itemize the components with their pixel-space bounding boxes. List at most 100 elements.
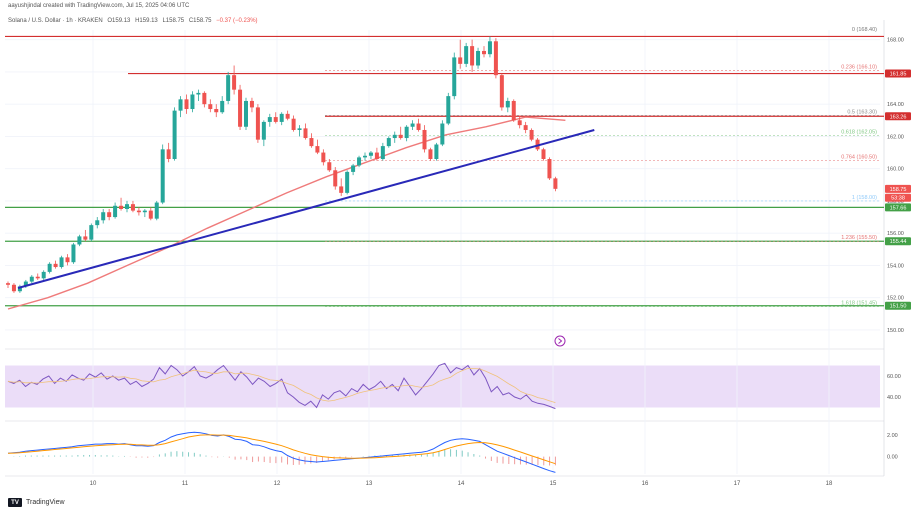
candle	[345, 170, 350, 195]
rsi-ma-line	[7, 367, 556, 403]
candle	[476, 47, 481, 69]
rsi-tick-label: 60.00	[887, 374, 901, 380]
candle-body	[59, 257, 64, 268]
candle	[71, 242, 76, 264]
candle-body	[333, 170, 338, 187]
candle	[464, 42, 469, 68]
candle-body	[410, 123, 415, 127]
candle-body	[541, 149, 546, 160]
candle-body	[160, 149, 165, 203]
candle	[553, 176, 558, 192]
candle	[214, 104, 219, 118]
rsi-line	[7, 362, 556, 410]
candle	[29, 275, 34, 284]
price-tags: 161.85 163.26 158.75 53:38 157.66 155.44 151.5…	[885, 69, 911, 310]
candle	[6, 281, 10, 289]
ohlc-high: H159.13	[135, 18, 158, 24]
fib-label: 0 (168.40)	[852, 27, 877, 33]
candle	[166, 142, 171, 163]
candle	[428, 147, 433, 161]
horizontal-levels	[5, 35, 884, 307]
candle-body	[6, 283, 10, 285]
ohlc-low: L158.75	[162, 18, 185, 24]
fib-labels: 0 (168.40) 0.236 (166.10) 0.5 (163.30) 0.61…	[841, 27, 877, 306]
candle-body	[17, 286, 22, 292]
candle-body	[273, 117, 278, 122]
trendline	[17, 129, 595, 289]
candle	[53, 260, 58, 269]
candle	[321, 149, 326, 166]
candle-body	[113, 205, 118, 218]
candle-body	[130, 204, 135, 211]
rsi-band	[5, 365, 880, 408]
candle-body	[11, 284, 16, 292]
candle	[327, 159, 332, 172]
candle-body	[309, 138, 314, 147]
candle-body	[53, 263, 58, 268]
candle	[446, 92, 451, 126]
candle-body	[136, 210, 141, 213]
price-tag: 163.26	[885, 112, 911, 121]
time-tick-label: 12	[274, 481, 281, 487]
price-tag-box	[885, 301, 911, 310]
price-tag-label: 158.75	[890, 187, 907, 193]
candle	[404, 125, 409, 142]
moving-average	[7, 116, 566, 310]
candle-body	[428, 149, 433, 160]
symbol-title: Solana / U.S. Dollar · 1h · KRAKEN	[8, 18, 103, 24]
candle	[47, 262, 52, 274]
price-tick-label: 154.00	[887, 263, 904, 269]
time-tick-label: 18	[826, 481, 833, 487]
price-tag-label: 53:38	[891, 196, 905, 202]
price-tag-box	[885, 193, 911, 202]
candle	[261, 120, 266, 147]
candle-body	[196, 92, 201, 95]
candle-body	[23, 281, 28, 287]
signal-line	[7, 434, 556, 465]
candle-body	[119, 205, 124, 209]
candle	[333, 167, 338, 190]
time-axis: 10 11 12 13 14 15 16 17 18	[90, 481, 833, 487]
candle-body	[368, 152, 373, 156]
candle-body	[553, 178, 558, 189]
candle-body	[279, 113, 284, 122]
candle-body	[101, 212, 106, 221]
candle	[154, 200, 159, 221]
candle-body	[446, 96, 451, 124]
price-tag-box	[885, 203, 911, 212]
candle	[458, 39, 463, 69]
candle	[339, 178, 344, 197]
price-tag-label: 157.66	[890, 205, 907, 211]
ohlc-line: Solana / U.S. Dollar · 1h · KRAKEN O159.…	[8, 18, 261, 24]
candle	[505, 97, 510, 113]
candle-body	[363, 155, 367, 158]
candle	[83, 229, 88, 242]
fib-label: 1 (158.00)	[852, 195, 877, 201]
candle	[351, 163, 356, 176]
candle	[130, 200, 135, 213]
candle-body	[226, 75, 231, 101]
candle-body	[416, 123, 421, 130]
candle-body	[95, 220, 100, 226]
time-tick-label: 16	[642, 481, 649, 487]
candle	[77, 234, 82, 247]
price-tag: 151.50	[885, 301, 911, 310]
tradingview-logo[interactable]: TV TradingView	[8, 498, 65, 507]
candle-body	[208, 104, 213, 110]
candle	[529, 128, 534, 142]
candle	[374, 147, 379, 161]
replay-icon[interactable]	[554, 335, 566, 347]
candle-body	[148, 210, 153, 219]
candle	[160, 144, 165, 205]
time-tick-label: 15	[550, 481, 557, 487]
logo-text: TradingView	[26, 499, 65, 506]
candle	[249, 97, 254, 113]
ohlc-open: O159.13	[107, 18, 131, 24]
fib-label: 0.5 (163.30)	[847, 109, 877, 115]
candle	[422, 125, 427, 153]
candle	[267, 113, 272, 127]
price-tag: 161.85	[885, 69, 911, 78]
candle	[291, 115, 296, 132]
candle-body	[303, 128, 308, 139]
